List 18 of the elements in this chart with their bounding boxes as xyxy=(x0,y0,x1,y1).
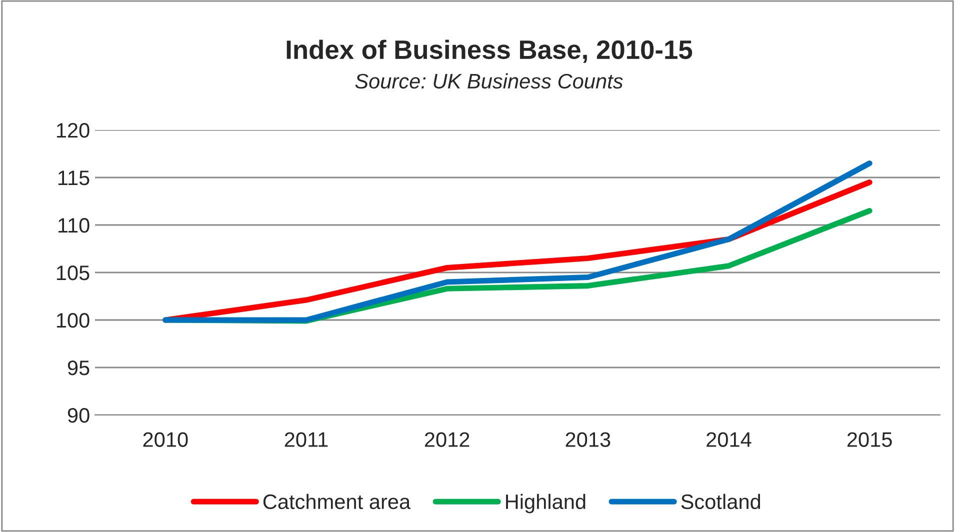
legend-label: Catchment area xyxy=(263,494,411,510)
x-tick-label: 2015 xyxy=(847,432,892,447)
x-tick-label: 2010 xyxy=(143,432,188,447)
chart-title: Index of Business Base, 2010-15 xyxy=(286,40,692,63)
x-tick-label: 2014 xyxy=(706,432,752,447)
legend-label: Scotland xyxy=(681,494,760,510)
y-tick-label: 90 xyxy=(68,408,90,423)
y-tick-label: 115 xyxy=(58,170,90,186)
x-tick-label: 2013 xyxy=(566,432,610,447)
y-tick-label: 110 xyxy=(58,218,90,233)
x-tick-label: 2012 xyxy=(424,432,470,447)
legend-label: Highland xyxy=(506,494,586,514)
x-tick-label: 2011 xyxy=(284,432,328,447)
chart-subtitle: Source: UK Business Counts xyxy=(355,73,623,89)
y-tick-label: 105 xyxy=(56,266,90,280)
y-tick-label: 100 xyxy=(56,313,90,328)
y-tick-label: 95 xyxy=(68,360,90,376)
y-tick-label: 120 xyxy=(56,123,90,138)
